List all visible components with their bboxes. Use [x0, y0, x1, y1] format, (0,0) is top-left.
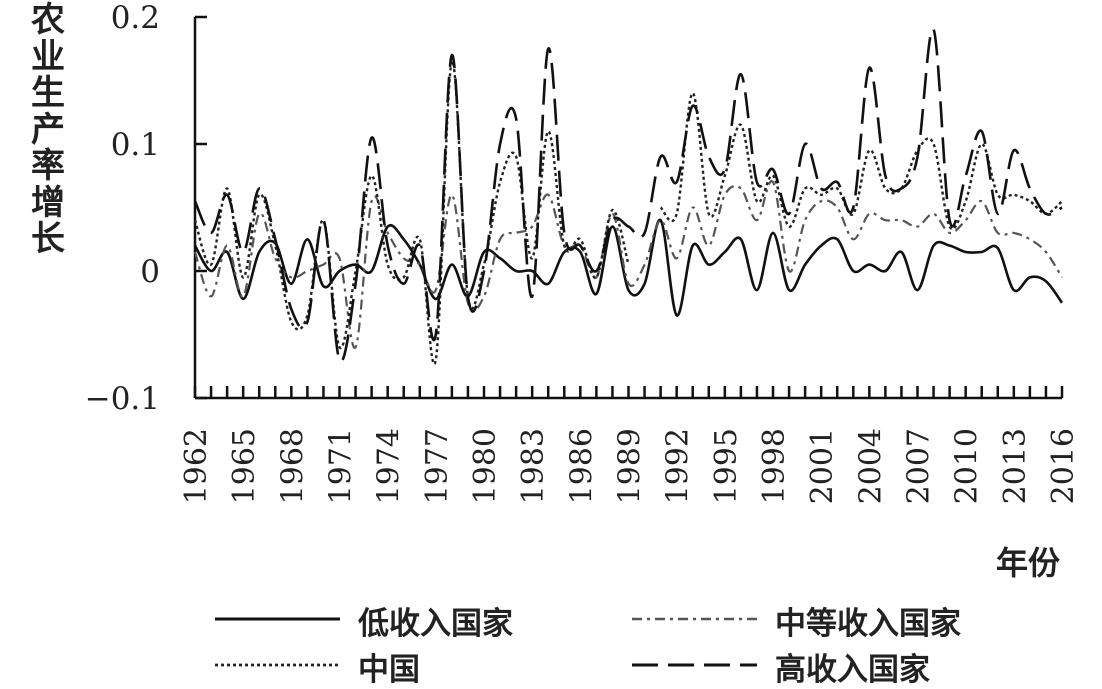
y-axis-label-char: 业 [31, 36, 65, 77]
x-tick-label: 1983 [516, 428, 551, 504]
x-tick-label: 1980 [468, 428, 503, 504]
x-tick-label: 1998 [757, 428, 792, 504]
series-line-2 [659, 92, 1063, 230]
series-line-0 [193, 218, 1064, 317]
x-tick-label: 2016 [1046, 428, 1081, 504]
y-ticks: −0.1 0 0.1 0.2 [85, 0, 207, 417]
y-axis-label-char: 产 [31, 109, 65, 150]
x-tick-label: 1992 [661, 428, 696, 504]
x-tick-label: 1968 [275, 428, 310, 504]
y-tick-label: 0.2 [111, 0, 160, 36]
x-tick-label: 1974 [372, 428, 407, 504]
x-tick-label: 2004 [853, 428, 888, 504]
y-axis-label-char: 生 [31, 73, 65, 113]
x-tick-label: 2010 [950, 428, 985, 504]
legend-label-low-income: 低收入国家 [358, 606, 513, 642]
series-line-2 [193, 60, 630, 366]
x-tick-label: 1971 [324, 428, 359, 504]
y-axis-label-char: 率 [31, 146, 65, 186]
legend [215, 617, 757, 667]
x-tick-label: 2013 [998, 428, 1033, 504]
y-tick-label: −0.1 [85, 381, 160, 417]
legend-label-china: 中国 [358, 652, 420, 688]
legend-label-high-income: 高收入国家 [775, 652, 930, 688]
legend-label-middle-income: 中等收入国家 [775, 606, 961, 642]
y-tick-label: 0 [140, 254, 160, 290]
x-tick-label: 1962 [179, 428, 214, 504]
y-axis-label-char: 长 [31, 219, 65, 259]
x-tick-label: 1965 [227, 428, 262, 504]
y-axis-label-char: 增 [31, 182, 65, 223]
y-tick-label: 0.1 [111, 127, 160, 163]
x-tick-label: 2007 [902, 428, 937, 504]
x-tick-label: 1995 [709, 428, 744, 504]
series-line-1 [193, 180, 1063, 349]
x-tick-label: 1989 [613, 428, 648, 504]
y-axis-label-char: 农 [31, 0, 65, 40]
x-axis-label: 年份 [996, 544, 1061, 582]
x-tick-label: 2001 [805, 428, 840, 504]
x-tick-label: 1986 [564, 428, 599, 504]
series-lines [193, 28, 1064, 366]
x-tick-label: 1977 [420, 428, 455, 504]
axes [193, 17, 1062, 400]
x-ticks: 1962 1965 1968 1971 1974 1977 1980 1983 1986 1989… [179, 386, 1081, 504]
y-axis-label: 农业生产率增长 [28, 2, 68, 258]
series-line-3 [193, 28, 1063, 363]
